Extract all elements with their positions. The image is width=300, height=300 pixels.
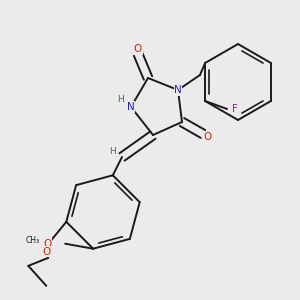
Text: H: H bbox=[110, 148, 116, 157]
Text: O: O bbox=[134, 44, 142, 54]
Text: O: O bbox=[204, 132, 212, 142]
Text: CH₃: CH₃ bbox=[26, 236, 40, 245]
Text: O: O bbox=[43, 239, 51, 249]
Text: N: N bbox=[174, 85, 182, 95]
Text: F: F bbox=[232, 104, 238, 114]
Text: N: N bbox=[127, 102, 135, 112]
Text: H: H bbox=[118, 94, 124, 103]
Text: O: O bbox=[42, 247, 50, 257]
